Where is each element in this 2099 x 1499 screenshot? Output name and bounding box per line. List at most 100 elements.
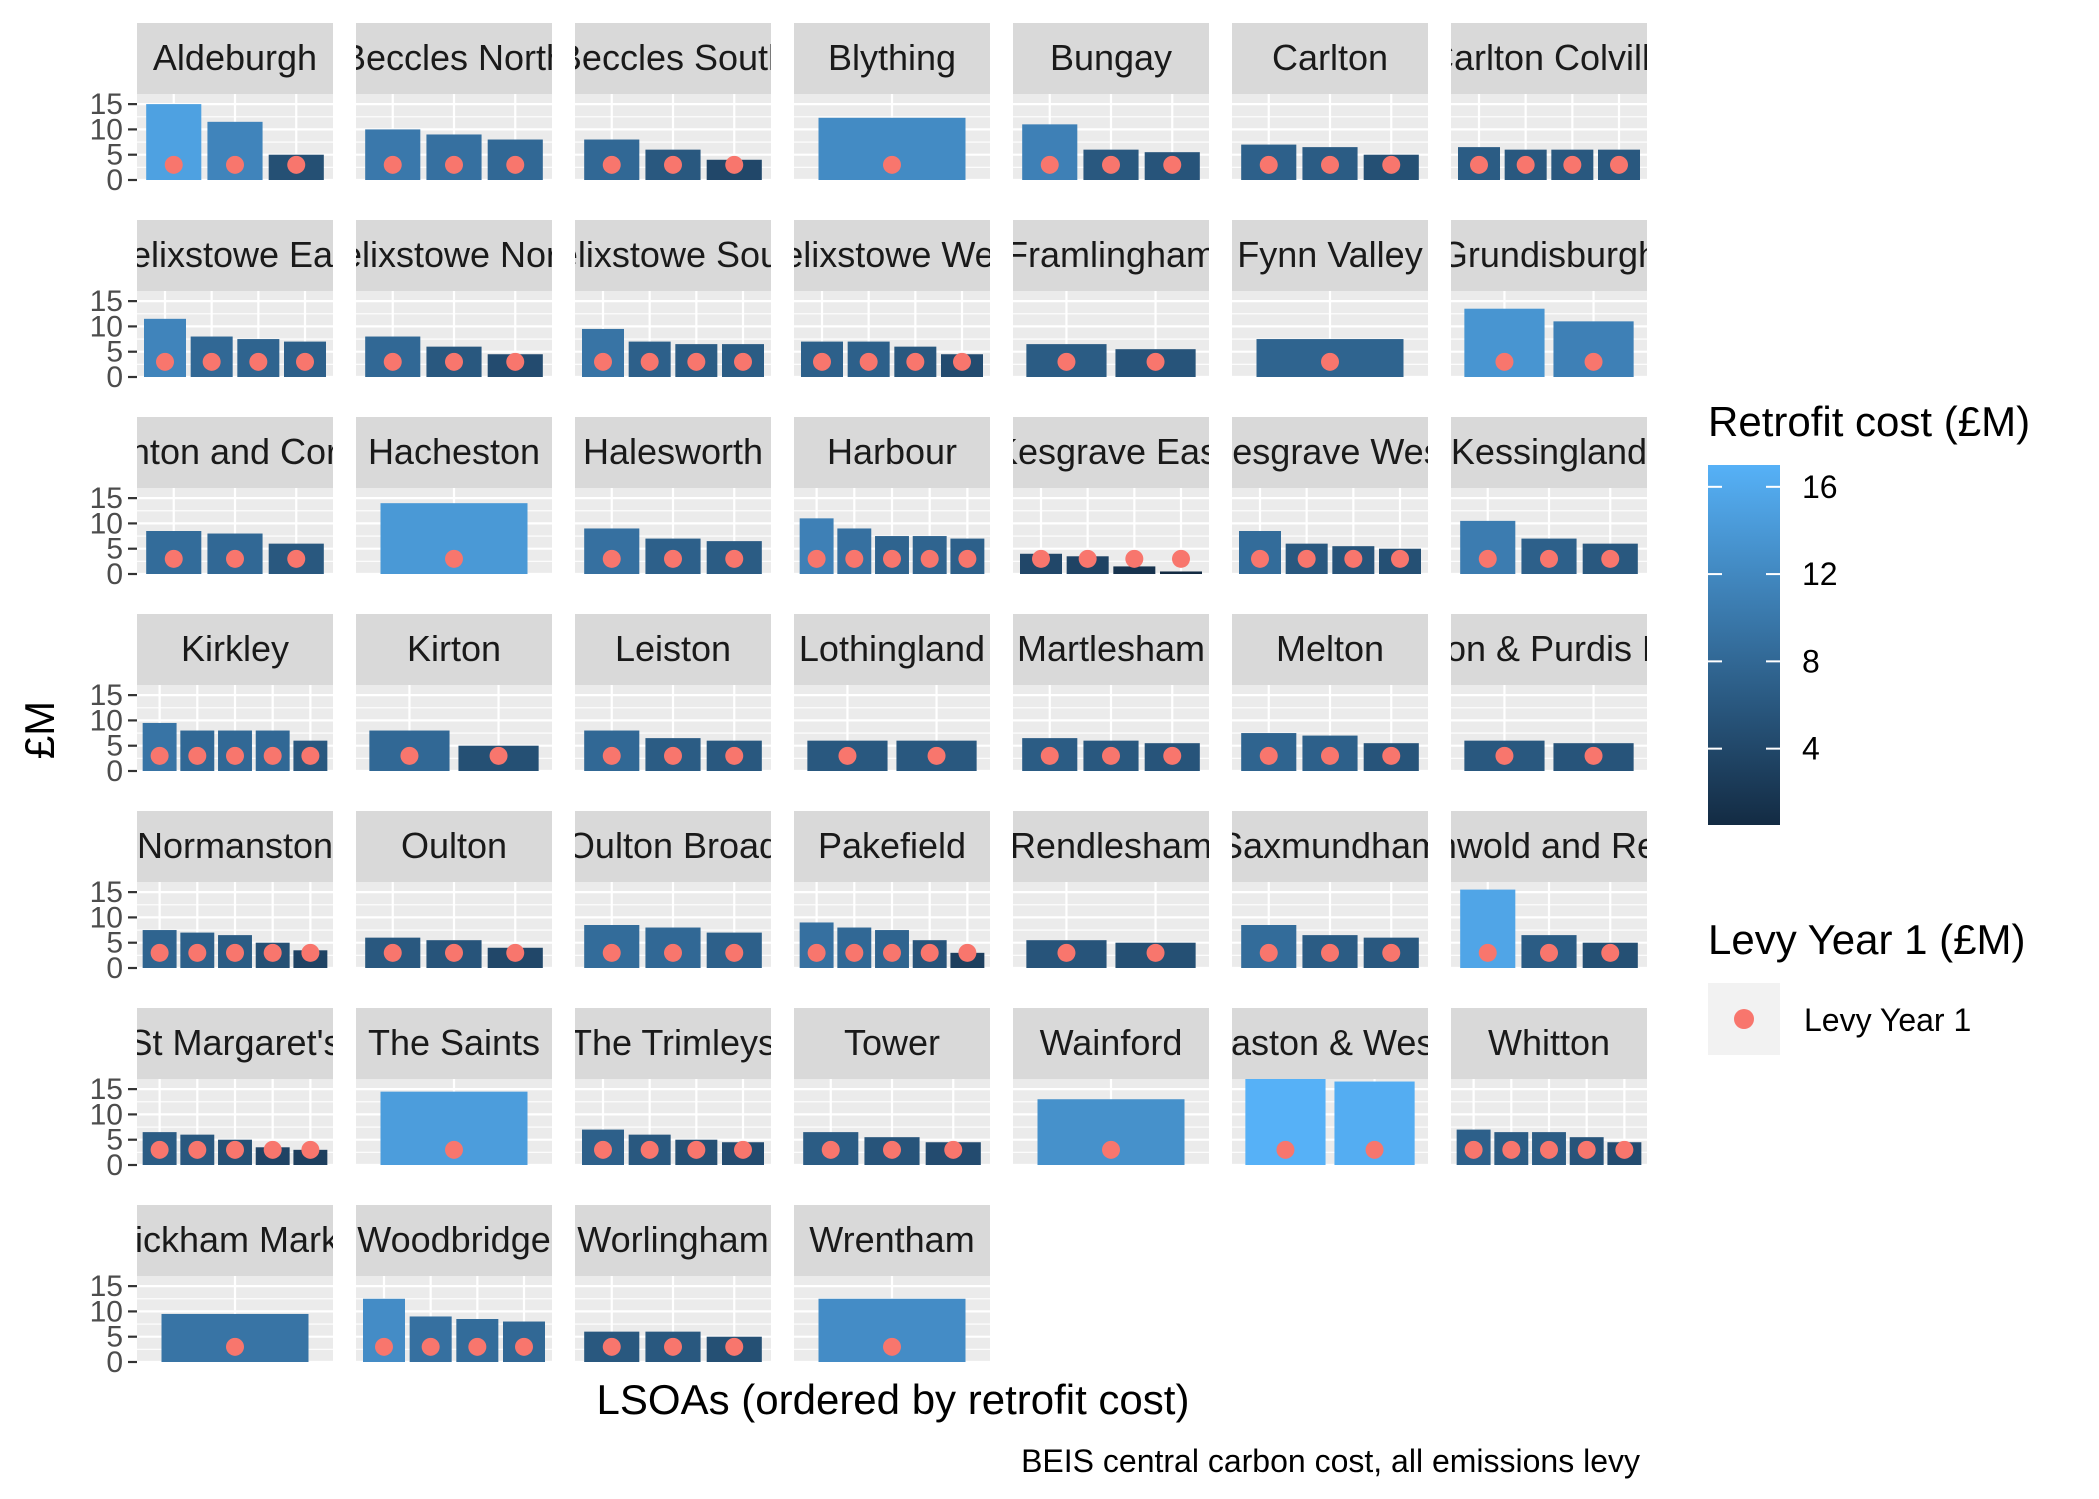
facet-panel: Halesworth	[575, 417, 771, 576]
levy-year1-point	[927, 746, 946, 765]
facet-strip	[356, 1205, 552, 1276]
levy-year1-point	[287, 155, 306, 174]
levy-year1-point	[383, 155, 402, 174]
facet-strip-label: Framlingham	[1006, 234, 1216, 275]
levy-year1-point	[226, 549, 244, 568]
levy-year1-point	[725, 746, 744, 765]
facet-strip-label: Halesworth	[583, 431, 763, 472]
facet-panel: Framlingham	[1006, 220, 1216, 379]
facet-strip	[137, 220, 333, 291]
levy-year1-point	[1125, 549, 1144, 568]
levy-year1-point	[725, 155, 744, 174]
levy-year1-point	[1102, 746, 1120, 765]
y-tick-label: 5	[106, 1321, 123, 1354]
facet-strip-label: The Saints	[368, 1022, 540, 1063]
levy-year1-point	[445, 155, 463, 174]
y-tick-label: 10	[90, 1295, 123, 1328]
levy-year1-point	[515, 1337, 533, 1356]
facet-strip-label: Oulton	[401, 825, 507, 866]
levy-year1-point	[1391, 549, 1409, 568]
facet-strip-label: Felixstowe North	[320, 234, 588, 275]
facet-strip	[1013, 811, 1209, 882]
facet-strip-label: Wenhaston & Westleton	[1138, 1022, 1523, 1063]
facet-strip-label: The Trimleys	[570, 1022, 776, 1063]
facet-strip-label: Gunton and Corton	[82, 431, 388, 472]
facet-strip	[137, 1008, 333, 1079]
y-tick-label: 5	[106, 730, 123, 763]
levy-year1-point	[664, 1337, 682, 1356]
levy-year1-point	[226, 943, 244, 962]
facet-panel: Felixstowe West	[794, 220, 990, 379]
levy-year1-point	[1057, 352, 1076, 371]
facet-panel: Martlesham	[1013, 614, 1209, 773]
levy-year1-point	[664, 943, 682, 962]
facet-panel: Kessingland	[1451, 417, 1647, 576]
levy-year1-point	[883, 1337, 901, 1356]
levy-year1-point	[1601, 549, 1620, 568]
levy-year1-point	[188, 746, 207, 765]
levy-year1-point	[883, 155, 901, 174]
facet-strip-label: Nacton & Purdis Farm	[1372, 628, 1726, 669]
facet-strip	[1451, 811, 1647, 882]
y-tick-label: 5	[106, 139, 123, 172]
levy-year1-point	[594, 352, 612, 371]
facet-strip	[137, 614, 333, 685]
levy-year1-point	[445, 1140, 463, 1159]
facet-strip	[1232, 23, 1428, 94]
facet-strip-label: Oulton Broad	[567, 825, 779, 866]
facet-strip	[1013, 1008, 1209, 1079]
levy-year1-point	[1382, 943, 1401, 962]
retrofit-cost-bar	[1160, 571, 1202, 574]
levy-year1-point	[958, 943, 977, 962]
y-tick-label: 5	[106, 927, 123, 960]
facet-panel: Bungay	[1013, 23, 1209, 182]
facet-panel: Beccles South	[575, 23, 771, 182]
levy-year1-point	[1078, 549, 1097, 568]
levy-year1-point	[602, 943, 621, 962]
facet-strip	[1451, 614, 1647, 685]
levy-year1-point	[1102, 155, 1120, 174]
levy-year1-point	[1057, 943, 1076, 962]
facet-strip-label: Hacheston	[368, 431, 540, 472]
facet-strip-label: Saxmundham	[1219, 825, 1441, 866]
levy-year1-point	[594, 1140, 612, 1159]
facet-panel: Kesgrave East	[1013, 417, 1209, 576]
facet-strip-label: Leiston	[615, 628, 731, 669]
y-tick-label: 5	[106, 533, 123, 566]
facet-strip	[575, 614, 771, 685]
facet-panel: Felixstowe South	[575, 220, 771, 379]
y-tick-label: 0	[106, 1149, 123, 1182]
facet-strip	[575, 811, 771, 882]
levy-year1-point	[1040, 746, 1059, 765]
levy-year1-point	[1146, 943, 1165, 962]
levy-year1-point	[301, 1140, 320, 1159]
y-tick-label: 10	[90, 113, 123, 146]
levy-year1-point	[1610, 155, 1628, 174]
levy-year1-point	[1040, 155, 1059, 174]
levy-year1-point	[263, 746, 282, 765]
facet-strip	[1013, 417, 1209, 488]
facet-strip	[1232, 220, 1428, 291]
levy-year1-point	[725, 943, 744, 962]
levy-year1-point	[687, 352, 706, 371]
facet-panel: Oulton Broad	[567, 811, 779, 970]
levy-year1-point	[445, 943, 463, 962]
levy-year1-point	[958, 549, 977, 568]
facet-panel: Grundisburgh	[1451, 220, 1647, 379]
levy-year1-point	[845, 943, 864, 962]
levy-year1-point	[164, 155, 183, 174]
facet-strip-label: Pakefield	[818, 825, 966, 866]
levy-year1-point	[1172, 549, 1190, 568]
facet-strip	[356, 23, 552, 94]
facet-strip-label: Felixstowe East	[109, 234, 361, 275]
y-tick-label: 0	[106, 1346, 123, 1379]
y-tick-label: 5	[106, 336, 123, 369]
x-axis-title: LSOAs (ordered by retrofit cost)	[597, 1376, 1190, 1423]
facet-strip-label: Blything	[828, 37, 956, 78]
levy-year1-point	[1601, 943, 1620, 962]
facet-panel: Felixstowe North	[320, 220, 588, 379]
levy-year1-point	[1540, 549, 1558, 568]
